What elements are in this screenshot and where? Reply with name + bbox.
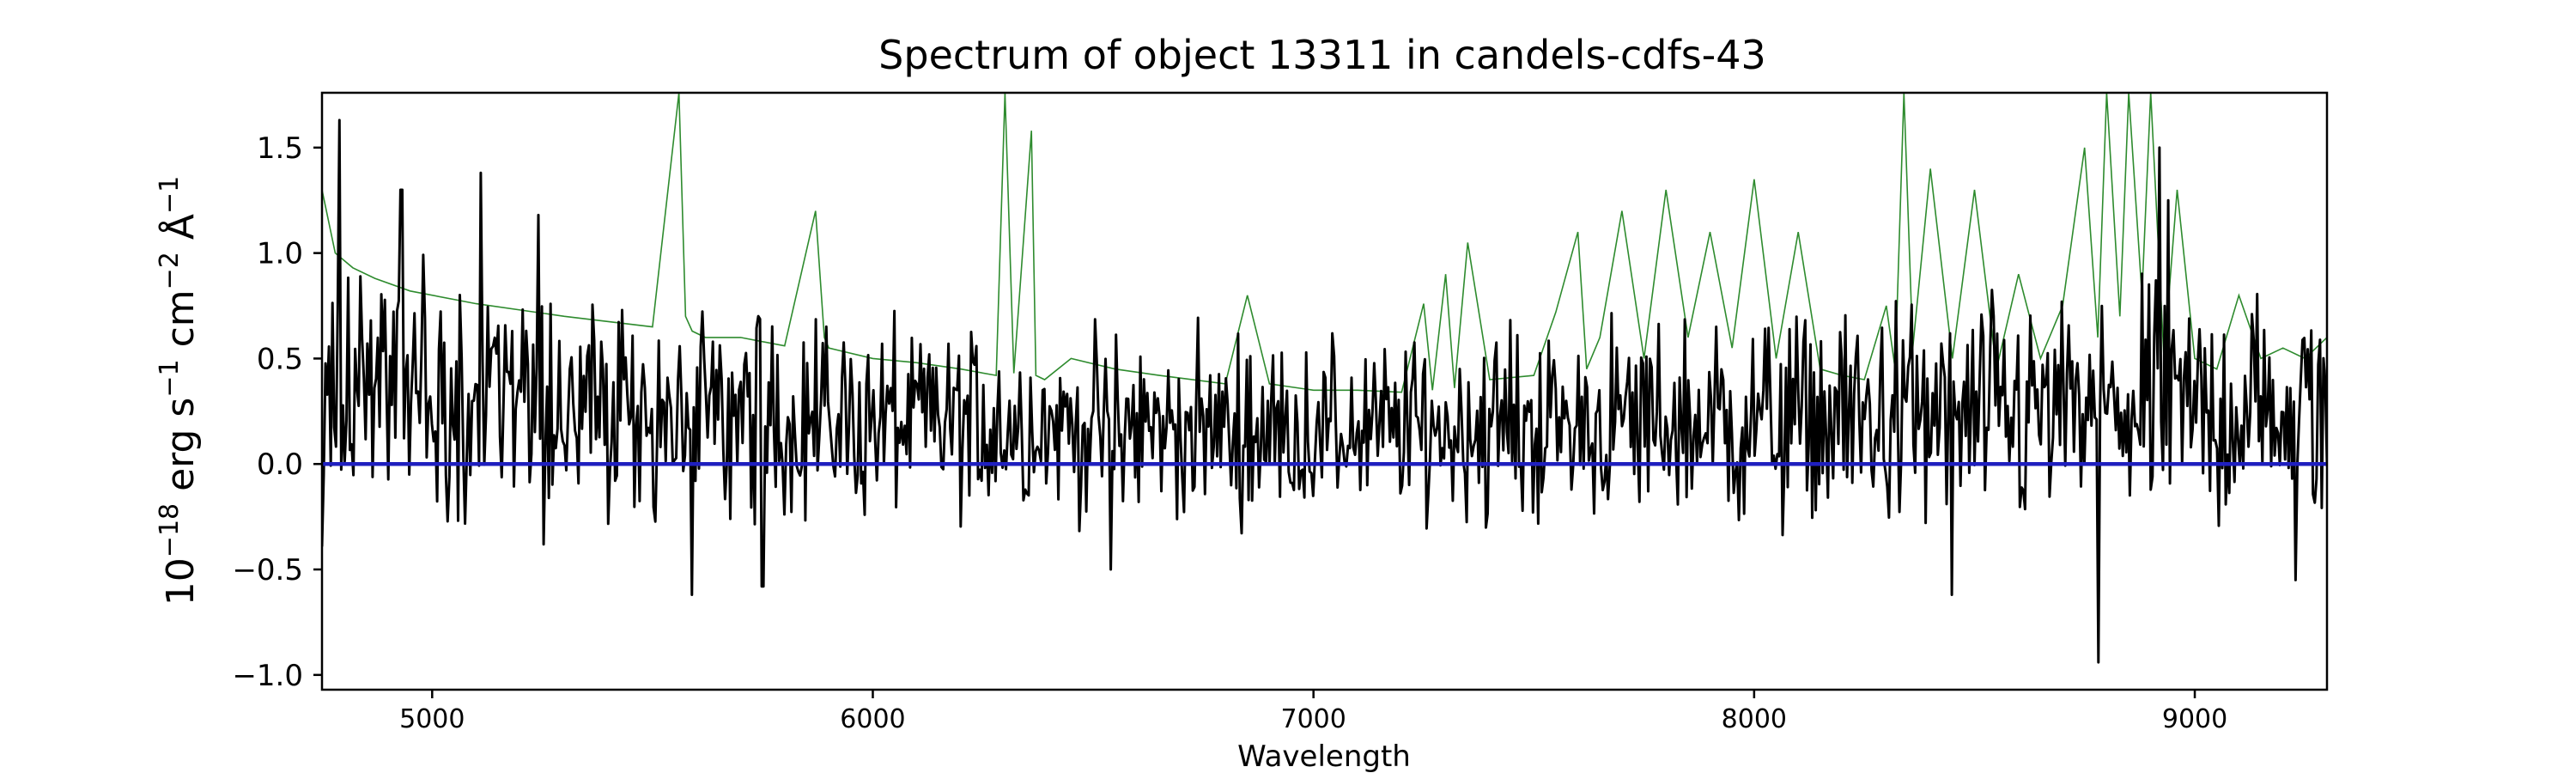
y-axis-label-exp2: −2 xyxy=(155,252,185,289)
y-axis-label-exp3: −1 xyxy=(155,176,185,214)
y-tick-label: 1.0 xyxy=(257,237,303,271)
x-axis-label: Wavelength xyxy=(1237,740,1411,773)
y-axis-label-text3: Å xyxy=(157,214,203,252)
x-tick-label: 7000 xyxy=(1280,704,1346,734)
x-tick-label: 9000 xyxy=(2162,704,2227,734)
y-tick-label: 0.0 xyxy=(257,447,303,482)
y-tick-label: −0.5 xyxy=(232,553,303,587)
x-tick-label: 5000 xyxy=(399,704,465,734)
y-axis: −1.0 −0.5 0.0 0.5 1.0 1.5 xyxy=(232,131,322,693)
x-axis: 5000 6000 7000 8000 9000 xyxy=(399,690,2227,734)
y-axis-label-exp1: −1 xyxy=(155,359,185,397)
y-axis-label-text2: cm xyxy=(159,289,203,359)
flux-line xyxy=(322,119,2327,664)
y-axis-label-text1: erg s xyxy=(159,398,203,503)
y-tick-label: −1.0 xyxy=(232,659,303,693)
x-tick-label: 8000 xyxy=(1722,704,1787,734)
y-axis-label-exp: −18 xyxy=(155,503,185,557)
x-tick-label: 6000 xyxy=(840,704,905,734)
chart-title: Spectrum of object 13311 in candels-cdfs… xyxy=(878,32,1766,78)
contamination-line xyxy=(322,93,2327,393)
y-tick-label: 1.5 xyxy=(257,131,303,166)
y-tick-label: 0.5 xyxy=(257,342,303,376)
contamination-series xyxy=(322,93,2327,393)
plot-area xyxy=(322,93,2327,664)
flux-series xyxy=(322,119,2327,664)
plot-frame xyxy=(320,91,2329,691)
y-axis-label-base: 10 xyxy=(159,557,203,606)
y-axis-label: 10−18 erg s−1 cm−2 Å−1 xyxy=(155,176,203,606)
